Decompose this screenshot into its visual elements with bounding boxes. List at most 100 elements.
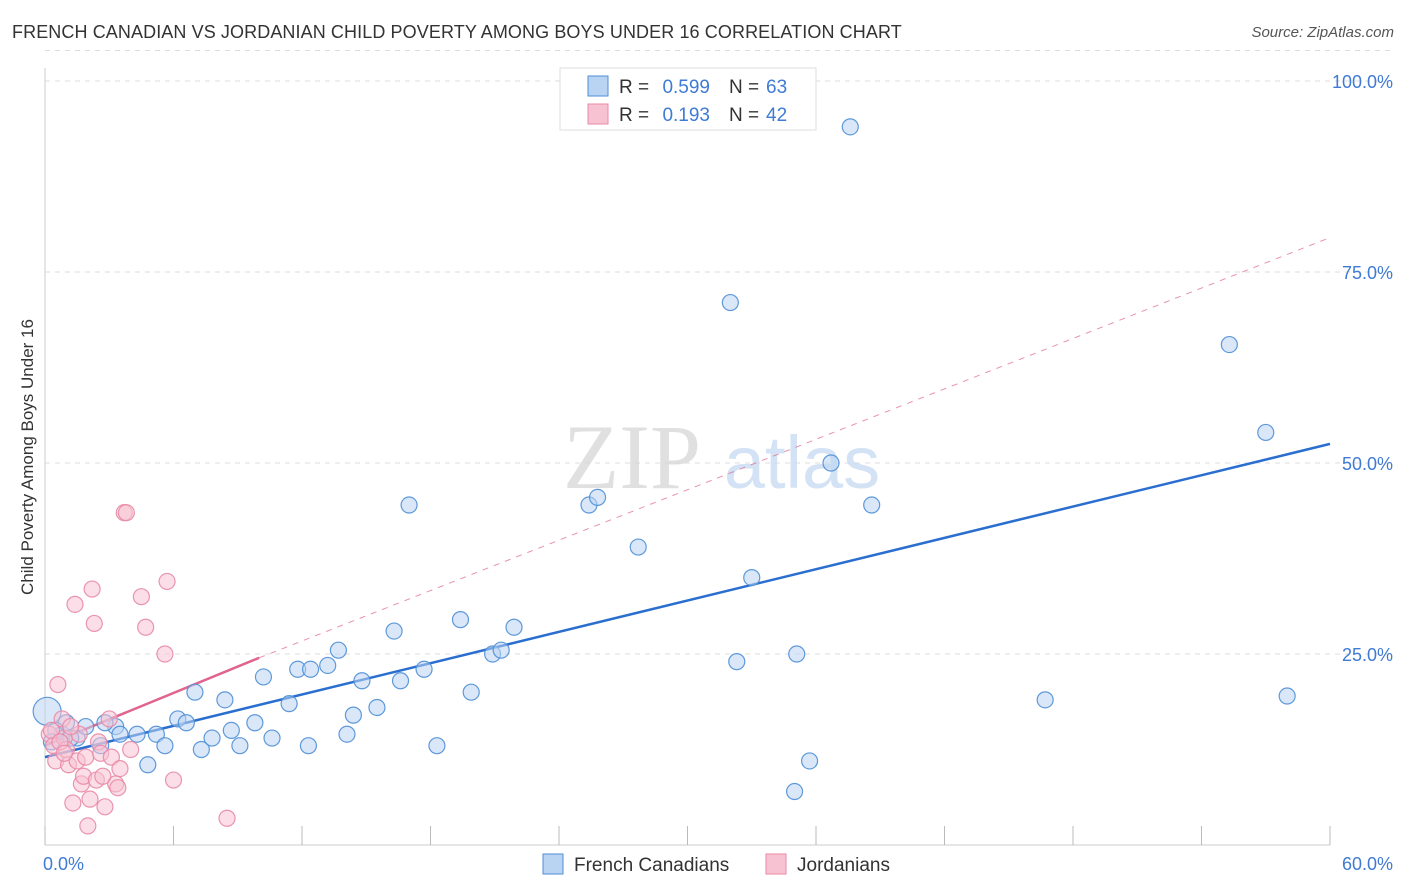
source-label: Source: ZipAtlas.com [1251, 24, 1394, 41]
point-blue-33[interactable] [385, 622, 403, 640]
stats-legend-r-label: R = [619, 77, 649, 98]
point-blue-44[interactable] [588, 488, 607, 506]
point-blue-34[interactable] [391, 672, 410, 690]
point-blue-49[interactable] [785, 782, 804, 801]
point-blue-14[interactable] [186, 683, 204, 701]
point-blue-37[interactable] [428, 737, 446, 755]
point-blue-19[interactable] [231, 737, 249, 755]
point-pink-33[interactable] [164, 771, 183, 789]
series-legend-swatch-pink[interactable] [765, 853, 787, 875]
point-blue-42[interactable] [505, 618, 523, 636]
point-blue-31[interactable] [353, 672, 371, 690]
chart-title: FRENCH CANADIAN VS JORDANIAN CHILD POVER… [12, 22, 902, 42]
point-blue-35[interactable] [400, 496, 418, 514]
point-blue-15[interactable] [192, 740, 210, 759]
point-blue-20[interactable] [246, 714, 264, 732]
point-pink-41[interactable] [62, 717, 80, 736]
point-pink-40[interactable] [55, 744, 73, 762]
point-pink-27[interactable] [117, 504, 135, 522]
point-pink-34[interactable] [218, 809, 236, 827]
point-pink-39[interactable] [109, 779, 127, 797]
point-pink-21[interactable] [96, 798, 114, 816]
point-blue-32[interactable] [368, 698, 386, 717]
point-pink-17[interactable] [85, 614, 103, 633]
point-pink-16[interactable] [83, 580, 101, 598]
point-blue-17[interactable] [216, 691, 234, 709]
point-blue-13[interactable] [177, 714, 195, 732]
y-tick-label-50: 50.0% [1342, 454, 1393, 474]
point-pink-35[interactable] [42, 721, 61, 740]
point-pink-23[interactable] [102, 748, 120, 766]
point-blue-57[interactable] [1257, 423, 1275, 442]
series-legend-swatch-blue[interactable] [542, 853, 564, 875]
point-blue-11[interactable] [156, 737, 174, 755]
point-blue-45[interactable] [629, 538, 647, 556]
point-pink-15[interactable] [81, 790, 99, 808]
stats-legend-n-value: 63 [766, 77, 787, 98]
stats-legend: R = 0.599 N = 63 R = 0.193 N = 42 [559, 67, 817, 131]
watermark-zip: ZIP [563, 406, 701, 508]
point-pink-14[interactable] [79, 817, 97, 835]
point-blue-8[interactable] [128, 725, 146, 743]
point-blue-36[interactable] [415, 660, 433, 678]
point-blue-26[interactable] [301, 660, 320, 678]
point-blue-30[interactable] [344, 706, 362, 724]
series-legend-label-blue[interactable]: French Canadians [574, 855, 729, 876]
point-pink-28[interactable] [122, 740, 140, 759]
y-tick-label-75: 75.0% [1342, 263, 1393, 283]
point-pink-38[interactable] [94, 767, 112, 785]
point-blue-51[interactable] [800, 752, 819, 770]
point-pink-13[interactable] [77, 748, 95, 766]
point-pink-8[interactable] [64, 794, 82, 812]
stats-legend-r-value: 0.599 [662, 77, 710, 98]
point-blue-41[interactable] [492, 641, 510, 659]
point-pink-29[interactable] [132, 588, 150, 606]
point-blue-9[interactable] [139, 756, 157, 774]
point-blue-28[interactable] [329, 641, 348, 659]
point-blue-7[interactable] [111, 725, 129, 743]
point-blue-23[interactable] [280, 695, 298, 713]
point-pink-25[interactable] [111, 759, 129, 778]
y-tick-label-25: 25.0% [1342, 645, 1393, 665]
point-blue-25[interactable] [299, 737, 318, 755]
point-pink-9[interactable] [66, 595, 84, 613]
point-pink-30[interactable] [137, 618, 155, 636]
point-blue-27[interactable] [319, 656, 337, 675]
point-blue-21[interactable] [254, 668, 273, 686]
stats-legend-n-value: 42 [766, 105, 787, 126]
point-pink-31[interactable] [156, 645, 174, 663]
x-tick-label-min: 0.0% [43, 854, 84, 874]
point-blue-58[interactable] [1278, 687, 1296, 705]
point-blue-38[interactable] [451, 611, 470, 629]
point-pink-32[interactable] [158, 572, 176, 591]
point-blue-55[interactable] [1036, 691, 1054, 709]
point-blue-16[interactable] [203, 729, 221, 747]
trend-line-blue [44, 442, 1331, 759]
point-blue-52[interactable] [822, 454, 840, 472]
point-blue-54[interactable] [863, 496, 881, 514]
point-blue-50[interactable] [788, 645, 806, 663]
point-blue-18[interactable] [222, 721, 240, 740]
point-pink-3[interactable] [49, 675, 67, 694]
point-blue-53[interactable] [841, 118, 859, 136]
data-points [32, 118, 1296, 835]
watermark-atlas: atlas [724, 421, 880, 504]
series-legend[interactable]: French Canadians Jordanians [542, 853, 890, 876]
tick-labels: 25.0% 50.0% 75.0% 100.0% 0.0% 60.0% [43, 72, 1393, 874]
point-blue-39[interactable] [462, 683, 480, 701]
point-blue-46[interactable] [721, 293, 739, 312]
stats-legend-r-label: R = [619, 105, 649, 126]
point-blue-48[interactable] [743, 568, 761, 587]
series-legend-label-pink[interactable]: Jordanians [797, 855, 890, 876]
point-blue-56[interactable] [1220, 335, 1238, 354]
y-tick-label-100: 100.0% [1332, 72, 1393, 92]
stats-legend-n-label: N = [729, 77, 759, 98]
grid-lines [45, 49, 1392, 655]
point-blue-29[interactable] [338, 725, 356, 743]
point-blue-47[interactable] [728, 653, 746, 671]
point-pink-22[interactable] [100, 710, 118, 728]
stats-legend-r-value: 0.193 [662, 105, 710, 126]
point-blue-10[interactable] [147, 725, 165, 743]
point-blue-22[interactable] [263, 729, 281, 747]
